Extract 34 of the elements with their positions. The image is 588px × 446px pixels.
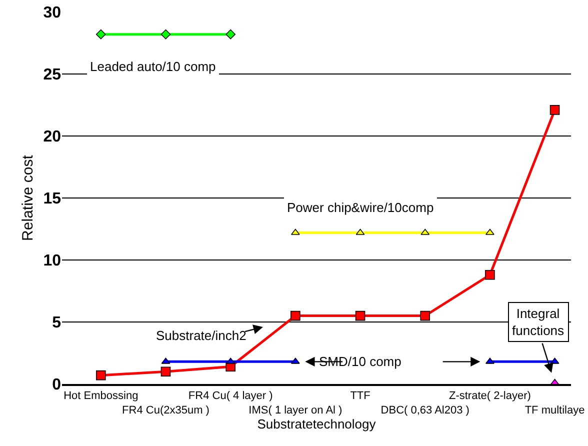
point: [160, 29, 171, 40]
y-tick-label: 0: [52, 376, 62, 394]
x-tick-label: FR4 Cu( 4 layer ): [188, 390, 273, 402]
y-tick-label: 30: [43, 4, 62, 22]
y-tick-label: 20: [43, 128, 62, 146]
point: [355, 310, 366, 321]
y-tick-label: 25: [43, 66, 62, 84]
point: [226, 29, 236, 40]
x-tick-label: IMS( 1 layer on Al ): [248, 404, 342, 416]
y-axis-title: Relative cost: [19, 154, 36, 241]
point: [486, 358, 494, 364]
x-tick-label: Z-strate( 2-layer): [448, 390, 531, 402]
y-tick-label: 5: [52, 314, 62, 332]
point: [96, 29, 106, 40]
x-tick-label: DBC( 0,63 Al203 ): [380, 404, 470, 416]
point: [550, 105, 560, 115]
x-tick-label: FR4 Cu(2x35um ): [122, 404, 210, 416]
series-label: Power chip&wire/10comp: [287, 200, 434, 215]
point: [290, 310, 300, 321]
point: [160, 366, 171, 376]
x-tick-label: TF multilaye: [524, 404, 585, 416]
point: [485, 270, 495, 280]
point: [420, 310, 430, 321]
x-tick-label: TTF: [350, 390, 371, 402]
point: [486, 228, 494, 235]
series-label: Leaded auto/10 comp: [90, 59, 216, 74]
point: [96, 370, 106, 380]
x-axis-title: Substratetechnology: [257, 416, 376, 432]
y-tick-label: 15: [43, 190, 62, 208]
x-tick-label: Hot Embossing: [64, 390, 138, 402]
text: Integral functions: [512, 306, 565, 338]
y-tick-label: 10: [43, 252, 62, 270]
series-label: SMD/10 comp: [319, 354, 402, 369]
series-label: Substrate/inch2: [156, 328, 246, 343]
